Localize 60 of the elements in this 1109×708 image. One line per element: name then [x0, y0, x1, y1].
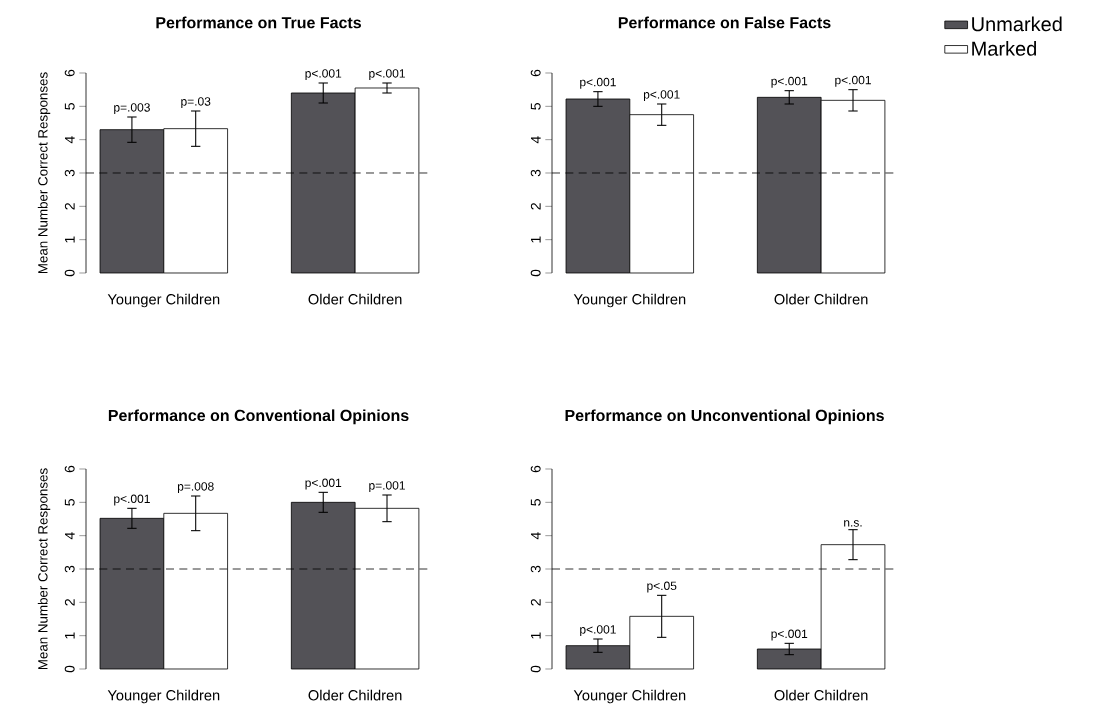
y-tick-label: 3 — [64, 565, 75, 573]
annotation: p<.001 — [305, 478, 342, 490]
annotation: p<.001 — [580, 625, 616, 637]
annotation: n.s. — [844, 520, 862, 527]
x-tick-label: Older Children — [308, 293, 402, 305]
y-tick-label: 0 — [64, 665, 75, 673]
y-tick-label: 0 — [530, 269, 541, 277]
annotation: p<.001 — [643, 90, 680, 102]
y-tick-label: 2 — [530, 599, 541, 606]
x-tick-label: Younger Children — [573, 293, 686, 308]
x-tick-label: Younger Children — [107, 293, 220, 308]
y-tick-label: 6 — [530, 69, 541, 77]
y-tick-label: 0 — [64, 269, 75, 277]
annotation: p<.001 — [771, 76, 808, 88]
y-tick-label: 3 — [530, 565, 541, 573]
y-tick-label: 6 — [530, 465, 541, 473]
annotation: p<.001 — [580, 77, 616, 89]
annotation: p<.05 — [647, 581, 677, 593]
chart-title: Performance on Conventional Opinions — [108, 409, 409, 425]
y-tick-label: 5 — [64, 499, 75, 506]
chart-title: Performance on Unconventional Opinions — [565, 409, 884, 425]
y-tick-label: 6 — [64, 465, 75, 473]
y-tick-label: 4 — [65, 136, 75, 144]
y-tick-label: 1 — [65, 236, 75, 243]
annotation: p<.001 — [114, 494, 150, 506]
y-tick-label: 4 — [531, 136, 541, 144]
x-tick-label: Older Children — [308, 689, 402, 701]
y-tick-label: 0 — [530, 665, 541, 673]
y-tick-label: 3 — [64, 169, 75, 177]
y-tick-label: 1 — [531, 632, 541, 639]
annotation: p<.001 — [771, 629, 808, 641]
annotation: p=.001 — [369, 481, 405, 493]
legend-label: Unmarked — [972, 16, 1062, 32]
annotation: p<.001 — [305, 69, 342, 81]
y-axis-title: Mean Number Correct Responses — [37, 468, 51, 670]
y-tick-label: 3 — [530, 169, 541, 177]
annotation: p<.001 — [369, 69, 405, 81]
y-tick-label: 4 — [65, 532, 75, 540]
y-tick-label: 1 — [65, 632, 75, 639]
x-tick-label: Older Children — [774, 689, 868, 701]
y-tick-label: 5 — [64, 103, 75, 110]
x-tick-label: Younger Children — [107, 689, 220, 704]
legend-label: Marked — [972, 41, 1037, 56]
annotation: p=.008 — [177, 482, 214, 494]
chart-title: Performance on True Facts — [156, 16, 361, 29]
y-tick-label: 6 — [64, 69, 75, 77]
x-tick-label: Older Children — [774, 293, 868, 305]
annotation: p=.003 — [114, 103, 150, 115]
x-tick-label: Younger Children — [573, 689, 686, 704]
y-tick-label: 1 — [531, 236, 541, 243]
y-tick-label: 5 — [530, 499, 541, 506]
y-axis-title: Mean Number Correct Responses — [37, 72, 51, 274]
chart-title: Performance on False Facts — [618, 16, 831, 29]
y-tick-label: 5 — [530, 103, 541, 110]
annotation: p=.03 — [181, 97, 211, 109]
y-tick-label: 4 — [531, 532, 541, 540]
y-tick-label: 2 — [64, 203, 75, 210]
y-tick-label: 2 — [530, 203, 541, 210]
y-tick-label: 2 — [64, 599, 75, 606]
annotation: p<.001 — [835, 75, 871, 87]
